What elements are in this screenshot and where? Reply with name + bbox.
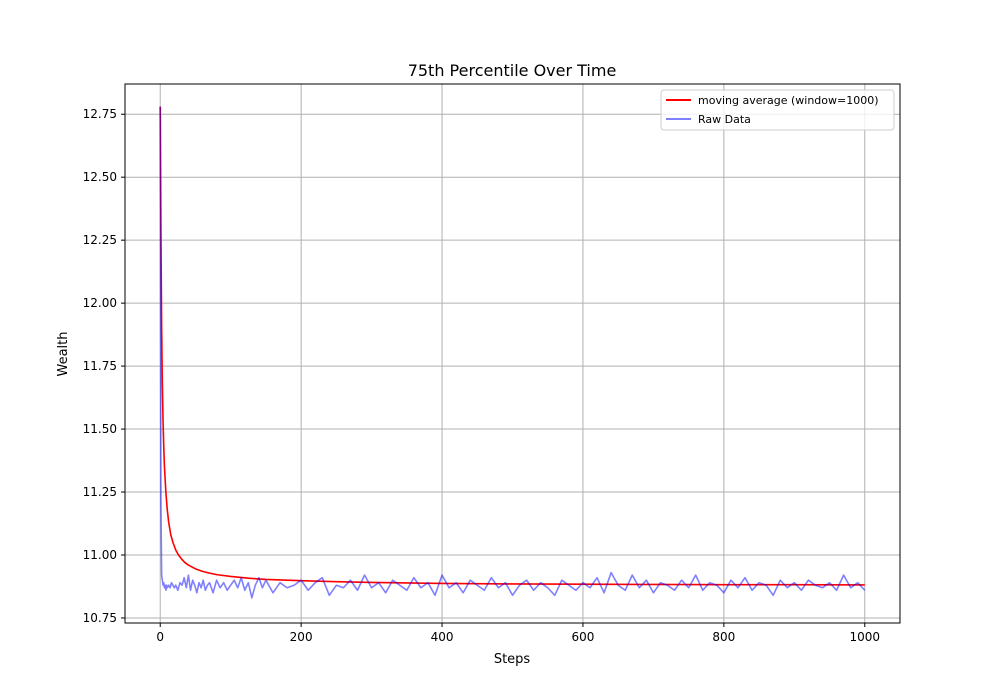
- y-tick-label: 11.75: [83, 359, 117, 373]
- y-tick-label: 10.75: [83, 611, 117, 625]
- x-tick-label: 400: [431, 630, 454, 644]
- y-tick-label: 12.50: [83, 170, 117, 184]
- x-tick-label: 800: [712, 630, 735, 644]
- x-tick-label: 0: [156, 630, 164, 644]
- legend-box: [660, 89, 895, 131]
- plot-frame: [124, 83, 901, 624]
- y-axis-ticks: 10.75 11.00 11.25 11.50 11.75 12.00 12.25 12.50…: [83, 107, 125, 625]
- series-moving-average: [159, 106, 865, 586]
- chart-title: 75th Percentile Over Time: [408, 61, 617, 80]
- x-axis-label: Steps: [494, 652, 531, 667]
- x-tick-label: 1000: [849, 630, 880, 644]
- y-tick-label: 11.00: [83, 548, 117, 562]
- y-tick-label: 12.75: [83, 107, 117, 121]
- series-layer: [159, 106, 866, 599]
- x-axis-ticks: 0 200 400 600 800 1000: [156, 623, 880, 644]
- legend: moving average (window=1000) Raw Data: [660, 89, 895, 131]
- y-tick-label: 12.25: [83, 233, 117, 247]
- x-tick-label: 200: [290, 630, 313, 644]
- legend-label-raw-data: Raw Data: [698, 113, 751, 126]
- legend-label-moving-average: moving average (window=1000): [698, 94, 879, 107]
- x-tick-label: 600: [572, 630, 595, 644]
- y-axis-label: Wealth: [56, 331, 71, 376]
- y-tick-label: 12.00: [83, 296, 117, 310]
- y-tick-label: 11.25: [83, 485, 117, 499]
- series-raw-data: [159, 106, 866, 599]
- grid: [125, 84, 900, 623]
- y-tick-label: 11.50: [83, 422, 117, 436]
